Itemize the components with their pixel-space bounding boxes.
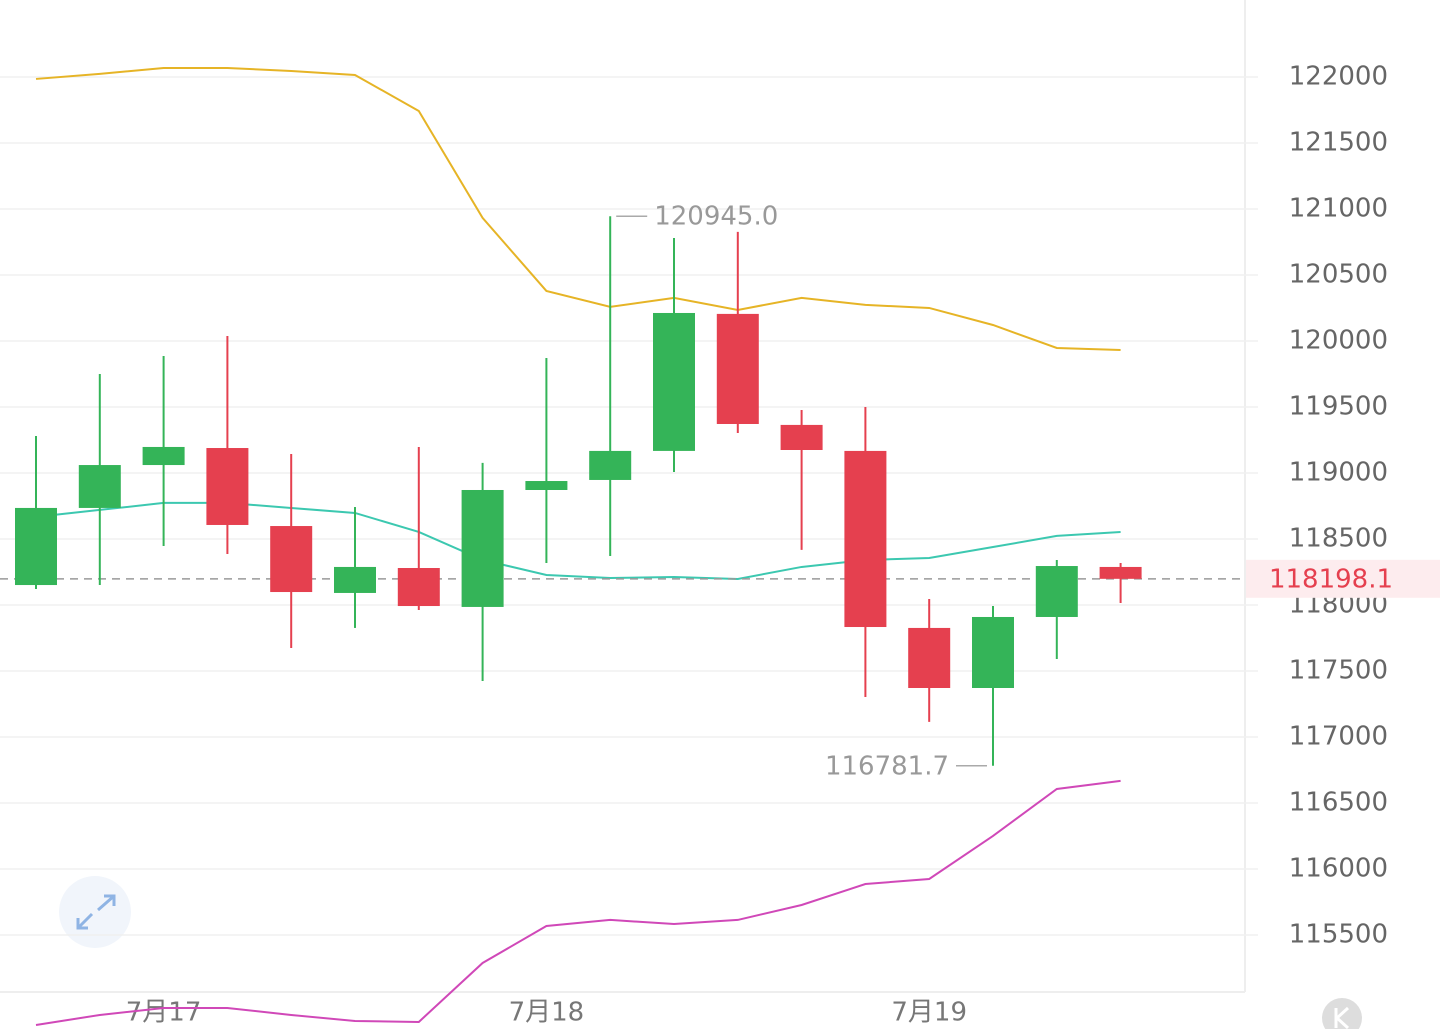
candle [972,606,1014,766]
candle-body [716,313,759,424]
candle [78,373,121,586]
y-tick-label: 120000 [1289,325,1388,355]
candle-body [270,526,313,593]
candle-body [844,450,887,628]
y-tick-label: 119500 [1289,391,1388,421]
candle-body [206,448,249,525]
x-tick-label: 7月18 [509,998,585,1028]
x-tick-label: 7月19 [891,998,967,1028]
y-tick-label: 117500 [1289,655,1388,685]
band-line [35,779,1121,1026]
candle [653,238,695,473]
k-button[interactable] [1322,998,1362,1029]
candle-body [15,507,57,586]
candle-body [589,450,632,480]
candle [1035,559,1078,659]
candle-body [78,465,121,508]
candle [908,599,951,722]
x-tick-label: 7月17 [126,998,202,1028]
y-tick-label: 116500 [1289,787,1388,817]
candle [716,231,759,433]
y-tick-label: 122000 [1289,61,1388,91]
expand-button-bg [59,876,131,948]
candle-body [397,568,440,607]
y-tick-label: 121000 [1289,193,1388,223]
expand-icon [76,894,116,930]
candle [397,446,440,610]
candle [270,453,313,649]
candle [206,335,249,555]
candle [461,462,504,682]
candle [780,410,823,550]
expand-button[interactable] [59,876,131,948]
k-icon [1334,1006,1350,1029]
candle [589,216,632,556]
candle-body [653,312,695,451]
y-tick-label: 116000 [1289,853,1388,883]
candle-body [780,424,823,450]
candle [1099,562,1142,603]
y-tick-label: 119000 [1289,457,1388,487]
y-tick-label: 120500 [1289,259,1388,289]
candle [142,356,185,546]
candle-body [461,489,504,607]
candle-body [525,481,568,490]
candle-body [1035,566,1078,617]
candle-body [908,627,951,688]
last-price-bg [1246,559,1440,598]
candle [334,507,376,628]
candle-body [142,446,185,466]
candle-body [1099,566,1142,579]
high-label: 120945.0 [654,202,778,232]
candle-body [334,566,376,593]
band-line [35,66,1121,351]
candle-body [972,616,1014,688]
y-tick-label: 121500 [1289,127,1388,157]
candle [525,357,568,563]
candle [15,436,57,589]
y-tick-label: 115500 [1289,919,1388,949]
y-tick-label: 117000 [1289,721,1388,751]
candle [844,406,887,697]
low-label: 116781.7 [825,751,949,781]
y-tick-label: 118500 [1289,523,1388,553]
last-price-label: 118198.1 [1269,564,1393,594]
band-line [35,501,1121,580]
